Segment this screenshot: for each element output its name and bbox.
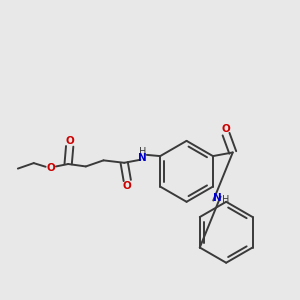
Text: N: N xyxy=(213,193,221,203)
Text: O: O xyxy=(46,163,55,173)
Text: H: H xyxy=(139,147,146,157)
Text: O: O xyxy=(65,136,74,146)
Text: O: O xyxy=(123,181,132,191)
Text: O: O xyxy=(222,124,230,134)
Text: H: H xyxy=(222,195,230,205)
Text: N: N xyxy=(138,153,147,163)
